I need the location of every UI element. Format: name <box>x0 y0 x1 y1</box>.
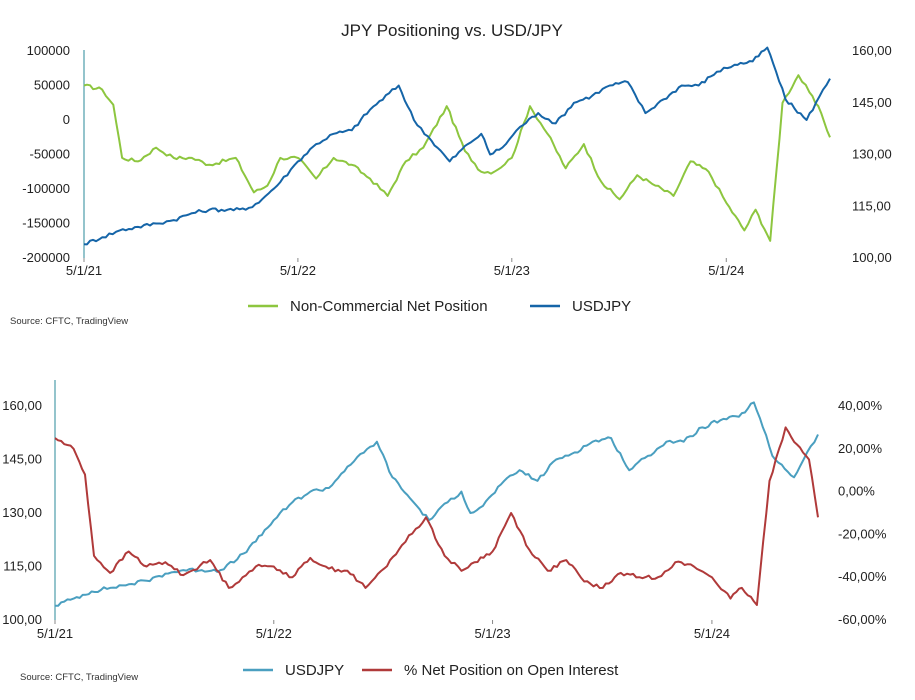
right-tick-label: 160,00 <box>852 43 892 58</box>
series-lines <box>83 46 831 246</box>
legend: USDJPY % Net Position on Open Interest <box>243 662 619 679</box>
left-axis-ticks: 100000 50000 0 -50000 -100000 -150000 -200000 <box>22 43 70 265</box>
right-tick-label: 130,00 <box>852 147 892 162</box>
left-tick-label: -150000 <box>22 216 70 231</box>
right-axis-ticks: 160,00 145,00 130,00 115,00 100,00 <box>852 43 892 265</box>
left-tick-label: 145,00 <box>2 452 42 467</box>
x-axis-ticks: 5/1/21 5/1/22 5/1/23 5/1/24 <box>37 620 730 641</box>
series-line-usdjpy <box>54 401 819 607</box>
x-tick-label: 5/1/23 <box>494 263 530 278</box>
left-axis-ticks: 160,00 145,00 130,00 115,00 100,00 <box>2 398 42 627</box>
right-tick-label: 0,00% <box>838 484 875 499</box>
right-tick-label: -20,00% <box>838 526 887 541</box>
left-tick-label: -100000 <box>22 181 70 196</box>
right-tick-label: 115,00 <box>852 198 891 213</box>
x-tick-label: 5/1/23 <box>474 626 510 641</box>
right-tick-label: 145,00 <box>852 95 892 110</box>
left-tick-label: 130,00 <box>2 505 42 520</box>
x-tick-label: 5/1/24 <box>694 626 730 641</box>
right-tick-label: -40,00% <box>838 569 887 584</box>
left-tick-label: 160,00 <box>2 398 42 413</box>
series-line-usdjpy <box>83 46 831 246</box>
series-line-net-position-on-open-interest <box>54 426 819 606</box>
series-line-non-commercial-net-position <box>83 74 831 242</box>
legend-label-usdjpy: USDJPY <box>285 662 344 679</box>
source-note: Source: CFTC, TradingView <box>20 672 138 683</box>
x-axis-ticks: 5/1/21 5/1/22 5/1/23 5/1/24 <box>66 258 744 278</box>
left-tick-label: 115,00 <box>3 559 42 574</box>
chart-bottom: 160,00 145,00 130,00 115,00 100,00 40,00% 20,… <box>2 380 887 683</box>
left-tick-label: 0 <box>63 112 70 127</box>
right-tick-label: 40,00% <box>838 398 883 413</box>
chart-top: JPY Positioning vs. USD/JPY 100000 50000 0… <box>10 21 892 327</box>
chart-title: JPY Positioning vs. USD/JPY <box>341 21 563 40</box>
right-tick-label: 100,00 <box>852 250 892 265</box>
x-tick-label: 5/1/21 <box>37 626 73 641</box>
right-tick-label: -60,00% <box>838 612 887 627</box>
right-tick-label: 20,00% <box>838 441 883 456</box>
left-tick-label: 50000 <box>34 78 70 93</box>
legend-label-pct-net-position: % Net Position on Open Interest <box>404 662 619 679</box>
legend-label-net-position: Non-Commercial Net Position <box>290 298 488 315</box>
legend: Non-Commercial Net Position USDJPY <box>248 298 631 315</box>
left-tick-label: -50000 <box>30 147 70 162</box>
x-tick-label: 5/1/22 <box>280 263 316 278</box>
x-tick-label: 5/1/21 <box>66 263 102 278</box>
source-note: Source: CFTC, TradingView <box>10 316 128 327</box>
x-tick-label: 5/1/24 <box>708 263 744 278</box>
left-tick-label: -200000 <box>22 250 70 265</box>
legend-label-usdjpy: USDJPY <box>572 298 631 315</box>
right-axis-ticks: 40,00% 20,00% 0,00% -20,00% -40,00% -60,00% <box>838 398 887 627</box>
left-tick-label: 100,00 <box>2 612 42 627</box>
left-tick-label: 100000 <box>27 43 70 58</box>
series-lines <box>54 401 819 607</box>
x-tick-label: 5/1/22 <box>256 626 292 641</box>
